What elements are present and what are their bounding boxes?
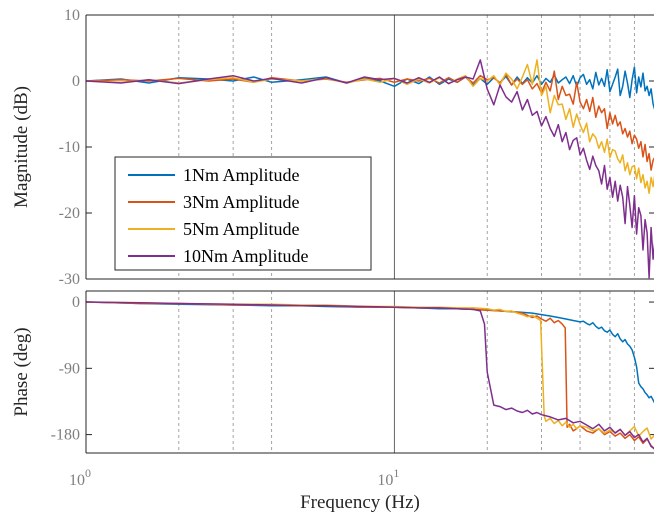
phase-y-ticks: 0 -90 -180: [51, 294, 654, 444]
phase-series: [86, 301, 654, 450]
phase-panel: 0 -90 -180 Phase (deg) 100 101 Frequency (H…: [11, 290, 654, 513]
phase-y-tick-label: -180: [51, 427, 80, 444]
phase-y-tick-label: -90: [59, 360, 80, 377]
phase-y-tick-label: 0: [72, 294, 80, 311]
phase-x-ticks: 100 101: [69, 466, 399, 489]
x-axis-label: Frequency (Hz): [300, 492, 420, 513]
legend: 1Nm Amplitude 3Nm Amplitude 5Nm Amplitude 1…: [114, 156, 372, 271]
x-tick-label-0: 100: [69, 466, 91, 489]
magnitude-series-4: [86, 59, 654, 279]
legend-label-1: 1Nm Amplitude: [183, 165, 300, 185]
legend-label-4: 10Nm Amplitude: [183, 246, 309, 266]
phase-y-label: Phase (deg): [11, 327, 32, 416]
magnitude-y-tick-label: 10: [64, 7, 80, 24]
magnitude-series: [86, 59, 654, 279]
phase-series-4: [86, 301, 654, 450]
magnitude-series-3: [86, 59, 654, 194]
x-tick-label-1: 101: [377, 466, 399, 489]
magnitude-y-tick-label: 0: [72, 73, 80, 90]
legend-label-2: 3Nm Amplitude: [183, 192, 300, 212]
legend-label-3: 5Nm Amplitude: [183, 219, 300, 239]
phase-plot-area: [86, 291, 654, 453]
magnitude-y-tick-label: -30: [59, 271, 80, 288]
magnitude-grid: [178, 15, 635, 279]
magnitude-y-tick-label: -20: [59, 205, 80, 222]
magnitude-y-label: Magnitude (dB): [11, 86, 32, 208]
magnitude-y-tick-label: -10: [59, 139, 80, 156]
